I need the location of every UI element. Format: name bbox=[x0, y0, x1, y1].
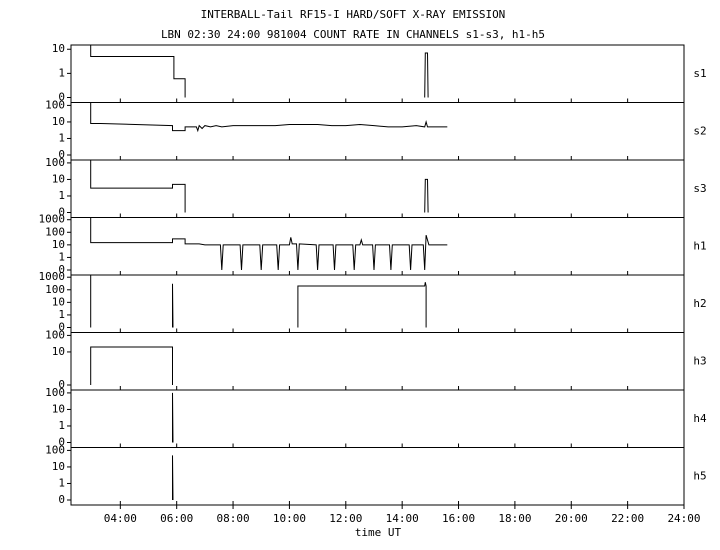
panel-label: h3 bbox=[693, 354, 706, 367]
panel-label: h2 bbox=[693, 297, 706, 310]
y-tick-label: 10 bbox=[52, 295, 65, 308]
x-tick-label: 08:00 bbox=[216, 512, 249, 525]
data-line bbox=[90, 275, 427, 328]
y-tick-label: 10 bbox=[52, 460, 65, 473]
y-tick-label: 0 bbox=[58, 436, 65, 449]
panel-label: s1 bbox=[693, 67, 706, 80]
y-tick-label: 100 bbox=[45, 443, 65, 456]
data-line bbox=[90, 102, 448, 133]
data-line bbox=[90, 45, 429, 98]
x-tick-label: 06:00 bbox=[160, 512, 193, 525]
y-tick-label: 0 bbox=[58, 206, 65, 219]
x-axis-label: time UT bbox=[355, 526, 402, 539]
y-tick-label: 1 bbox=[58, 476, 65, 489]
x-tick-label: 10:00 bbox=[273, 512, 306, 525]
y-tick-label: 1 bbox=[58, 66, 65, 79]
y-tick-label: 10 bbox=[52, 172, 65, 185]
x-tick-label: 22:00 bbox=[611, 512, 644, 525]
panel-frame bbox=[70, 447, 685, 506]
y-tick-label: 1000 bbox=[39, 213, 66, 226]
y-tick-label: 1000 bbox=[39, 270, 66, 283]
y-tick-label: 100 bbox=[45, 98, 65, 111]
y-tick-label: 100 bbox=[45, 283, 65, 296]
y-tick-label: 100 bbox=[45, 328, 65, 341]
x-tick-label: 04:00 bbox=[104, 512, 137, 525]
y-tick-label: 0 bbox=[58, 263, 65, 276]
panel-label: h5 bbox=[693, 469, 706, 482]
panel-label: s2 bbox=[693, 124, 706, 137]
y-tick-label: 100 bbox=[45, 225, 65, 238]
panel-label: h4 bbox=[693, 412, 707, 425]
x-tick-label: 16:00 bbox=[442, 512, 475, 525]
y-tick-label: 1 bbox=[58, 308, 65, 321]
data-line bbox=[90, 160, 429, 213]
y-tick-label: 10 bbox=[52, 402, 65, 415]
y-tick-label: 1 bbox=[58, 131, 65, 144]
y-tick-label: 0 bbox=[58, 91, 65, 104]
x-tick-label: 14:00 bbox=[386, 512, 419, 525]
x-tick-label: 12:00 bbox=[329, 512, 362, 525]
y-tick-label: 100 bbox=[45, 156, 65, 169]
y-tick-label: 10 bbox=[52, 42, 65, 55]
data-line bbox=[90, 346, 173, 385]
y-tick-label: 10 bbox=[52, 115, 65, 128]
panel-frame bbox=[70, 159, 685, 218]
panel-frame bbox=[70, 102, 685, 161]
y-tick-label: 0 bbox=[58, 378, 65, 391]
panel-frame bbox=[70, 389, 685, 448]
y-tick-label: 1 bbox=[58, 419, 65, 432]
panel-frame bbox=[70, 332, 685, 391]
y-tick-label: 0 bbox=[58, 321, 65, 334]
y-tick-label: 0 bbox=[58, 148, 65, 161]
y-tick-label: 1 bbox=[58, 189, 65, 202]
panel-frame bbox=[70, 274, 685, 333]
y-tick-label: 10 bbox=[52, 345, 65, 358]
x-tick-label: 24:00 bbox=[667, 512, 700, 525]
panel-frame bbox=[70, 44, 685, 103]
panel-label: h1 bbox=[693, 239, 706, 252]
data-line bbox=[90, 217, 448, 271]
panel-frame bbox=[70, 217, 685, 276]
y-tick-label: 100 bbox=[45, 386, 65, 399]
y-tick-label: 10 bbox=[52, 238, 65, 251]
y-tick-label: 0 bbox=[58, 493, 65, 506]
x-tick-label: 20:00 bbox=[555, 512, 588, 525]
panel-label: s3 bbox=[693, 182, 706, 195]
y-tick-label: 1 bbox=[58, 250, 65, 263]
chart-subtitle: LBN 02:30 24:00 981004 COUNT RATE IN CHA… bbox=[161, 28, 545, 41]
data-line bbox=[172, 392, 174, 443]
data-line bbox=[172, 455, 174, 501]
chart-title: INTERBALL-Tail RF15-I HARD/SOFT X-RAY EM… bbox=[201, 8, 506, 21]
x-tick-label: 18:00 bbox=[498, 512, 531, 525]
